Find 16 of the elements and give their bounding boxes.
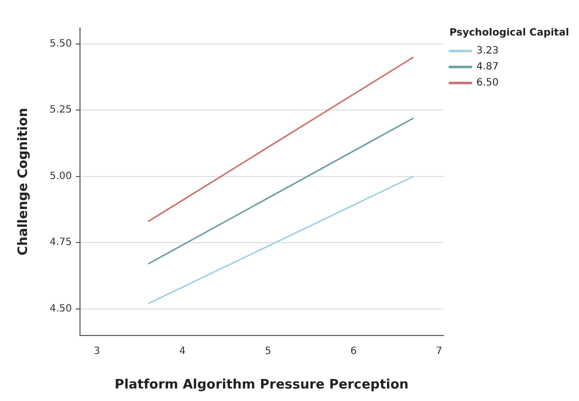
x-tick-label: 5 bbox=[264, 346, 272, 357]
y-tick-label: 5.50 bbox=[50, 38, 72, 50]
y-tick-label: 4.75 bbox=[50, 237, 72, 248]
x-tick-label: 3 bbox=[94, 346, 100, 357]
y-axis-title: Challenge Cognition bbox=[16, 108, 32, 256]
y-tick-label: 5.25 bbox=[50, 104, 72, 116]
y-tick-label: 4.50 bbox=[50, 303, 72, 314]
legend-label: 3.23 bbox=[476, 46, 499, 57]
legend-label: 6.50 bbox=[476, 78, 499, 89]
x-axis-title: Platform Algorithm Pressure Perception bbox=[114, 378, 409, 393]
legend-title: Psychological Capital bbox=[449, 28, 569, 39]
legend-label: 4.87 bbox=[476, 62, 499, 73]
x-tick-label: 4 bbox=[179, 346, 186, 357]
y-tick-label: 5.00 bbox=[50, 170, 72, 182]
x-tick-label: 7 bbox=[436, 346, 442, 357]
x-tick-label: 6 bbox=[350, 346, 357, 357]
